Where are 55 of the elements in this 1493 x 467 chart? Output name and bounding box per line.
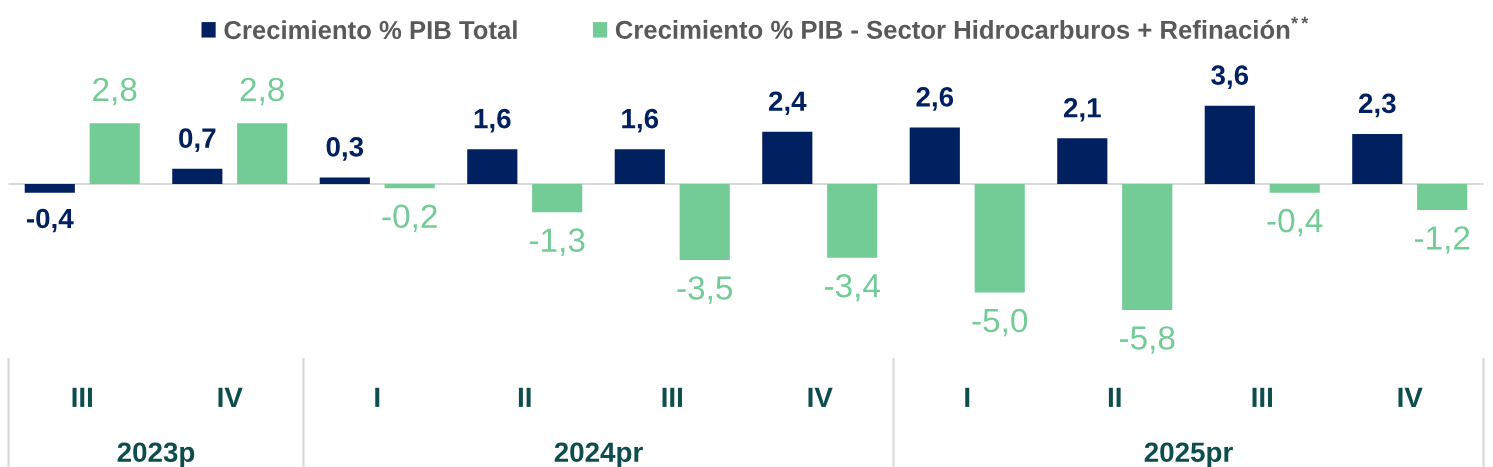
bar <box>237 123 288 184</box>
data-label: -3,4 <box>824 274 880 302</box>
data-label: -1,2 <box>1414 226 1470 254</box>
bar <box>974 183 1025 293</box>
bar <box>1269 183 1320 193</box>
data-label: 0,7 <box>179 128 216 153</box>
bar <box>1417 183 1468 211</box>
data-label: -0,4 <box>26 208 74 233</box>
x-tick-label: IV <box>808 387 833 407</box>
bar <box>679 183 730 261</box>
data-label: 2,3 <box>1358 93 1396 118</box>
bar <box>1122 183 1173 310</box>
bar <box>827 183 878 258</box>
x-tick-label: I <box>375 387 380 407</box>
text: 2023p <box>117 442 195 467</box>
data-label: 1,6 <box>474 108 511 133</box>
data-label: -0,2 <box>382 204 437 233</box>
data-label: 1,6 <box>622 108 659 133</box>
text: 2024pr <box>554 442 643 467</box>
data-label: 2,6 <box>916 87 954 111</box>
x-tick-label: IV <box>1398 387 1423 407</box>
bar <box>1352 133 1403 184</box>
x-tick-label: III <box>1252 387 1272 407</box>
data-label: -5,0 <box>972 308 1028 337</box>
legend-label: Crecimiento % PIB - Sector Hidrocarburos + Refinación$^{**}$ <box>615 16 1309 39</box>
x-tick-label: II <box>518 387 531 407</box>
bar <box>532 183 583 213</box>
x-tick-label: IV <box>218 387 243 407</box>
bar <box>467 149 518 184</box>
x-tick-label: III <box>662 387 682 407</box>
x-tick-label: I <box>965 387 970 407</box>
bar <box>384 183 435 189</box>
bar <box>614 149 665 184</box>
bar <box>172 168 223 184</box>
legend-label: Crecimiento % PIB Total <box>224 20 517 40</box>
data-label: -5,8 <box>1119 326 1175 354</box>
data-label: -3,5 <box>677 276 733 304</box>
bar <box>1204 105 1255 184</box>
data-label: 2,4 <box>768 91 807 116</box>
text: 2025pr <box>1144 442 1233 467</box>
data-label: 2,8 <box>240 77 284 106</box>
data-label: -0,4 <box>1267 208 1323 237</box>
data-label: -1,3 <box>529 228 585 256</box>
bar <box>762 131 813 184</box>
bar <box>1057 138 1108 184</box>
data-label: 0,3 <box>326 137 364 161</box>
bar <box>89 123 140 184</box>
bar <box>319 177 370 184</box>
data-label: 2,8 <box>93 77 137 106</box>
x-tick-label: III <box>72 387 92 407</box>
bar <box>24 183 75 193</box>
bar <box>909 127 960 184</box>
x-tick-label: II <box>1108 387 1121 407</box>
data-label: 2,1 <box>1063 97 1101 122</box>
data-label: 3,6 <box>1211 65 1249 90</box>
